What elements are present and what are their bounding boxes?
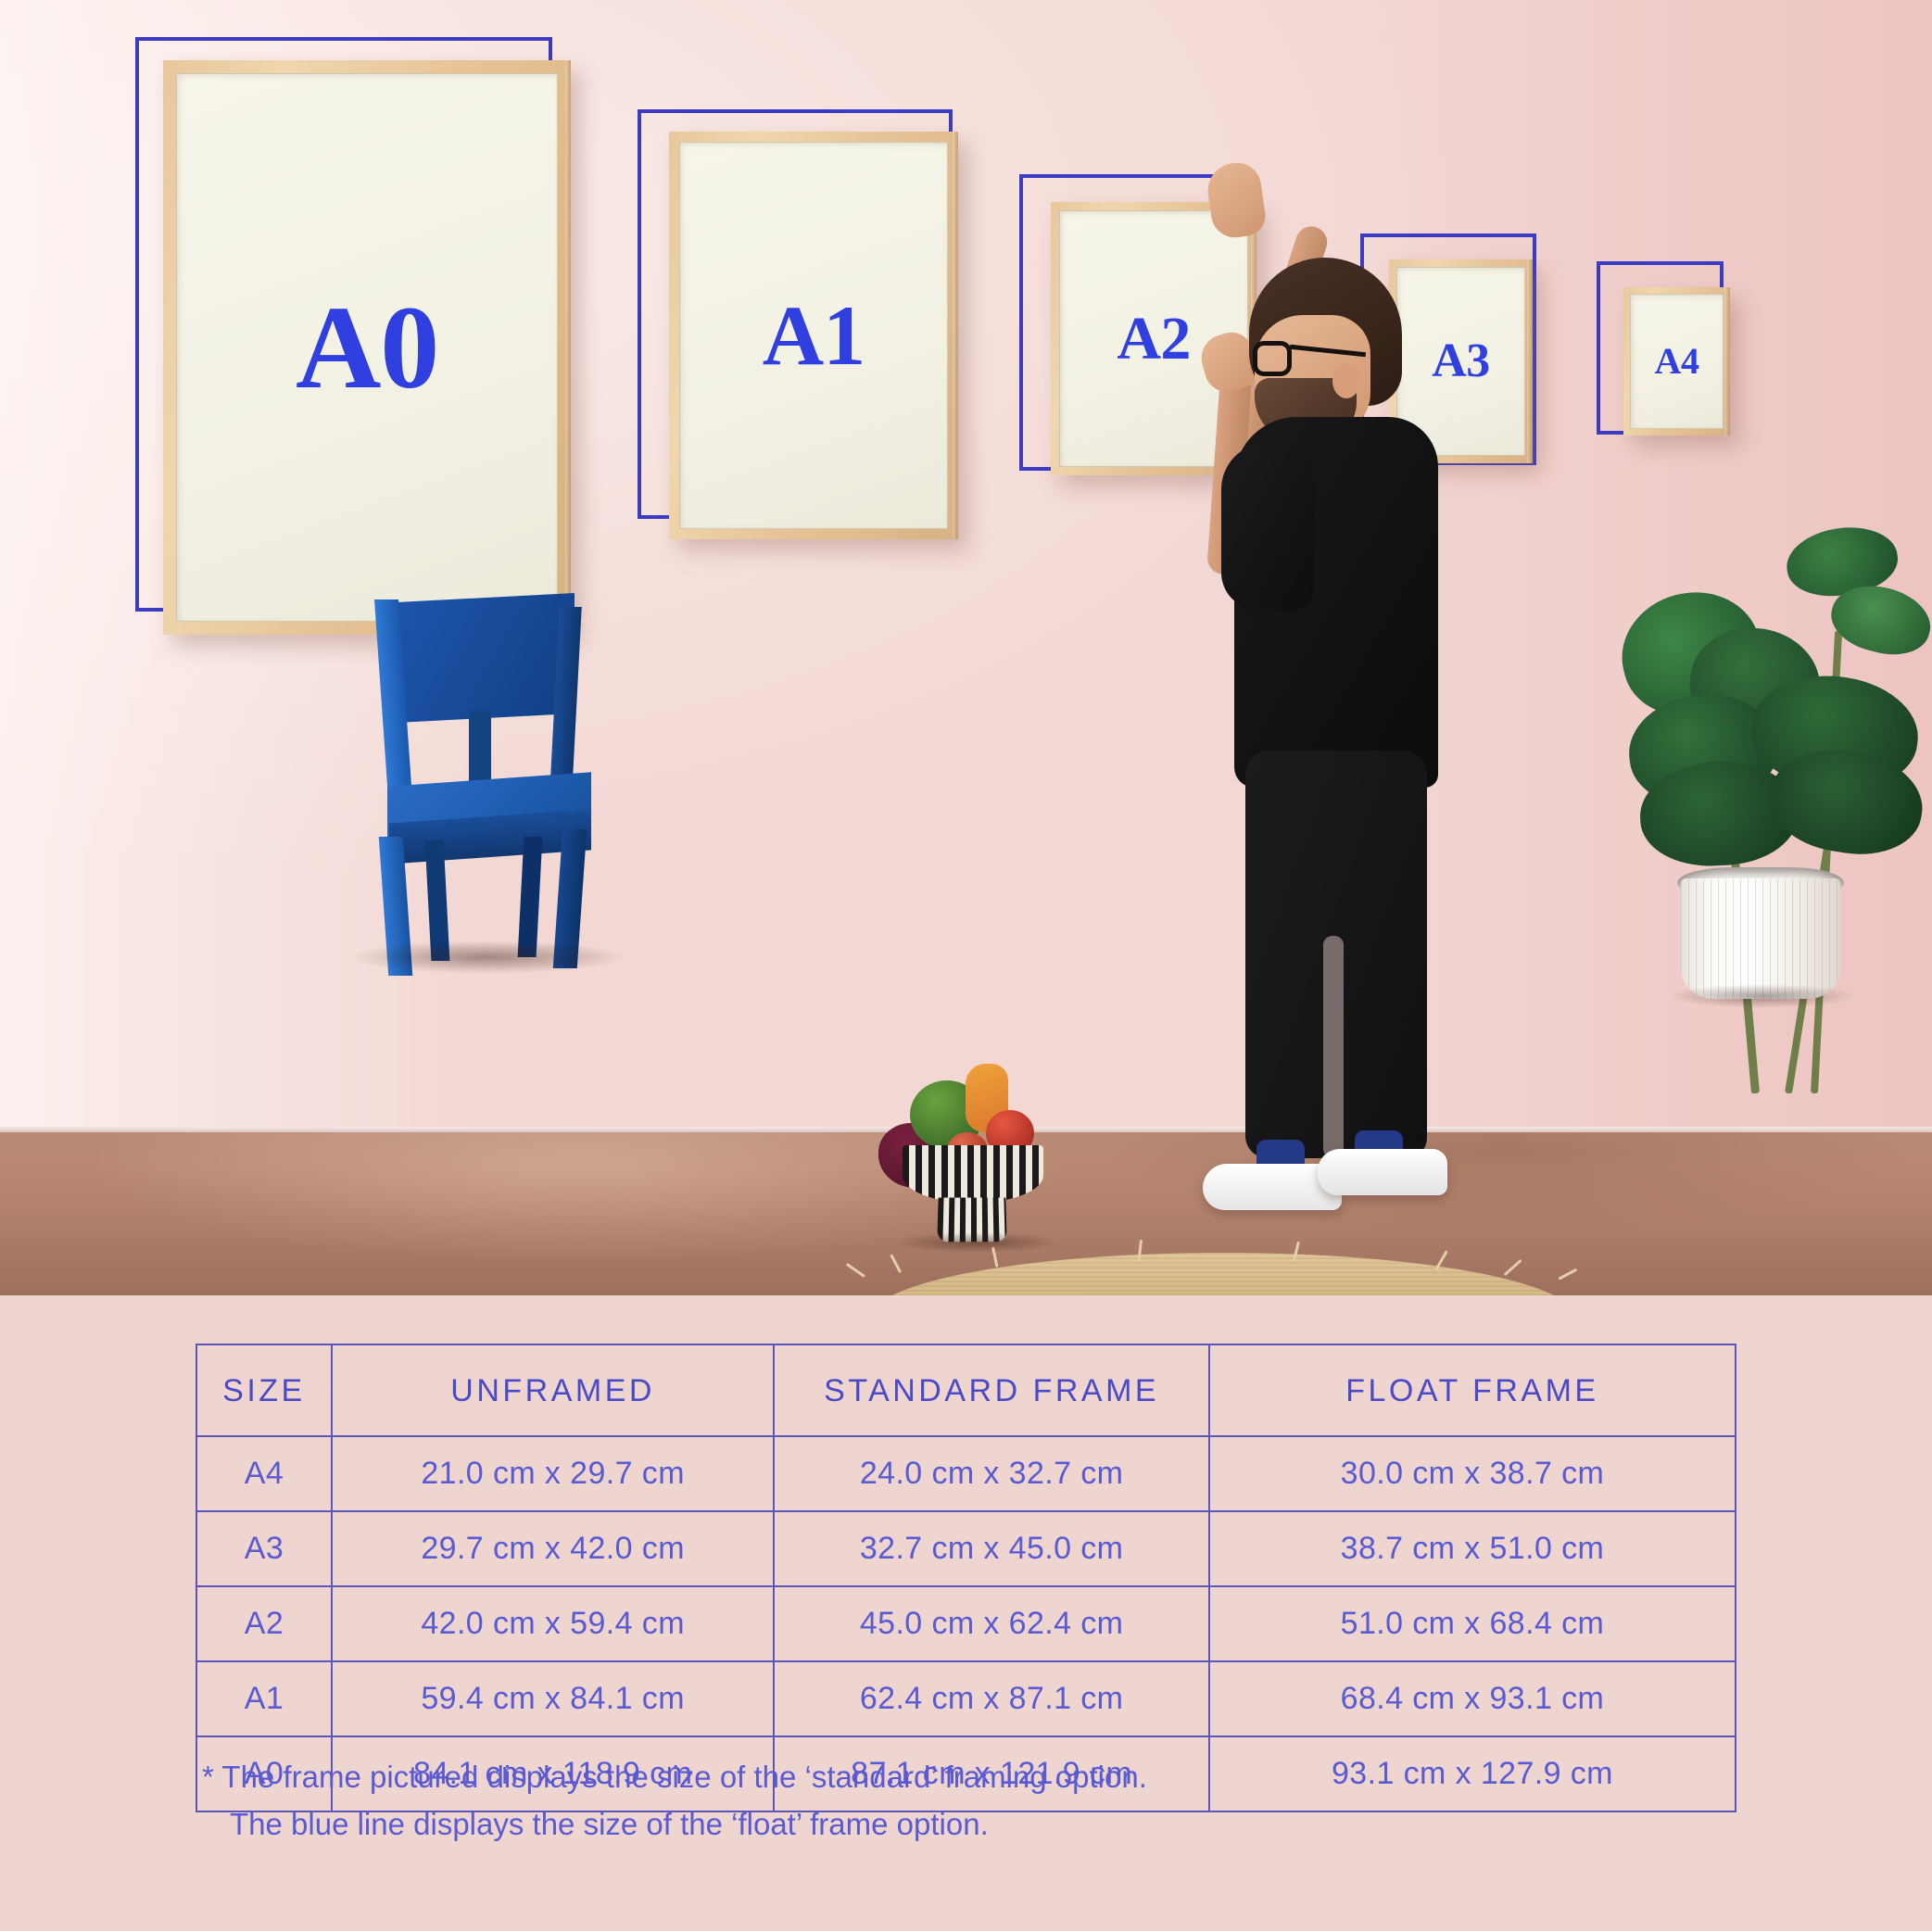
frame-a4-label: A4: [1654, 340, 1699, 382]
cell-standard: 32.7 cm x 45.0 cm: [773, 1510, 1210, 1587]
frame-a1-label: A1: [762, 288, 866, 383]
frame-a0[interactable]: A0: [163, 60, 571, 635]
person-shoulder: [1221, 443, 1314, 610]
rug-fringe: [890, 1254, 903, 1274]
cell-size: A2: [196, 1585, 333, 1662]
potted-plant: [1609, 519, 1932, 1167]
bowl-cup: [903, 1145, 1043, 1203]
frame-a0-label: A0: [296, 282, 439, 413]
cell-size: A1: [196, 1660, 333, 1737]
table-row: A2 42.0 cm x 59.4 cm 45.0 cm x 62.4 cm 5…: [196, 1585, 1737, 1662]
rug-fringe: [991, 1246, 999, 1268]
frame-a3[interactable]: A3: [1389, 259, 1533, 463]
footnote: * The frame pictured displays the size o…: [202, 1753, 1147, 1848]
fruit-bowl: [878, 1056, 1060, 1253]
table-header-row: SIZE UNFRAMED STANDARD FRAME FLOAT FRAME: [196, 1344, 1737, 1437]
rug-fringe-group: [845, 1239, 1578, 1281]
cell-size: A4: [196, 1435, 333, 1512]
footnote-line-2: The blue line displays the size of the ‘…: [230, 1807, 989, 1842]
size-chart-section: SIZE UNFRAMED STANDARD FRAME FLOAT FRAME…: [0, 1295, 1932, 1931]
footnote-line-1: * The frame pictured displays the size o…: [202, 1760, 1147, 1794]
cell-unframed: 21.0 cm x 29.7 cm: [330, 1435, 776, 1512]
rug-fringe: [1503, 1258, 1522, 1277]
column-header-float: FLOAT FRAME: [1207, 1344, 1737, 1437]
table-row: A3 29.7 cm x 42.0 cm 32.7 cm x 45.0 cm 3…: [196, 1510, 1737, 1587]
plant-pot: [1681, 878, 1840, 999]
column-header-unframed: UNFRAMED: [330, 1344, 776, 1437]
frame-a2-label: A2: [1117, 304, 1191, 372]
table-row: A0 84.1 cm x 118.9 cm 87.1 cm x 121.9 cm…: [196, 1735, 1737, 1812]
cell-unframed: 84.1 cm x 118.9 cm: [330, 1735, 776, 1812]
plant-pot-ribs: [1681, 878, 1840, 999]
person-trouser-gap: [1323, 936, 1344, 1158]
cell-unframed: 42.0 cm x 59.4 cm: [330, 1585, 776, 1662]
frame-a3-label: A3: [1432, 334, 1490, 387]
frame-a1[interactable]: A1: [669, 132, 958, 539]
person-shoe-right: [1318, 1149, 1447, 1195]
cell-standard: 62.4 cm x 87.1 cm: [773, 1660, 1210, 1737]
bowl-shadow: [893, 1232, 1060, 1253]
cell-float: 93.1 cm x 127.9 cm: [1207, 1735, 1737, 1812]
cell-float: 30.0 cm x 38.7 cm: [1207, 1435, 1737, 1512]
chair-shadow: [348, 940, 626, 974]
frame-a4[interactable]: A4: [1623, 287, 1730, 435]
cell-unframed: 59.4 cm x 84.1 cm: [330, 1660, 776, 1737]
cell-unframed: 29.7 cm x 42.0 cm: [330, 1510, 776, 1587]
cell-size: A3: [196, 1510, 333, 1587]
cell-standard: 24.0 cm x 32.7 cm: [773, 1435, 1210, 1512]
frame-a3-mat: A3: [1396, 267, 1525, 456]
cell-standard: 87.1 cm x 121.9 cm: [773, 1735, 1210, 1812]
cell-standard: 45.0 cm x 62.4 cm: [773, 1585, 1210, 1662]
person: [1195, 159, 1483, 1210]
table-row: A1 59.4 cm x 84.1 cm 62.4 cm x 87.1 cm 6…: [196, 1660, 1737, 1737]
cell-size: A0: [196, 1735, 333, 1812]
cell-float: 51.0 cm x 68.4 cm: [1207, 1585, 1737, 1662]
cell-float: 38.7 cm x 51.0 cm: [1207, 1510, 1737, 1587]
person-trousers: [1245, 751, 1427, 1158]
plant-pot-shadow: [1666, 984, 1857, 1008]
frame-a4-mat: A4: [1630, 294, 1724, 429]
frame-a1-mat: A1: [679, 142, 948, 529]
cell-float: 68.4 cm x 93.1 cm: [1207, 1660, 1737, 1737]
frame-a0-mat: A0: [176, 73, 558, 622]
person-ear: [1332, 363, 1360, 398]
column-header-size: SIZE: [196, 1344, 333, 1437]
blue-chair: [348, 592, 626, 978]
column-header-standard: STANDARD FRAME: [773, 1344, 1210, 1437]
size-table: SIZE UNFRAMED STANDARD FRAME FLOAT FRAME…: [196, 1344, 1737, 1812]
chair-backrest: [397, 592, 575, 724]
rug-fringe: [1434, 1250, 1448, 1271]
scene-photo: A0 A1 A2 A3 A4: [0, 0, 1932, 1297]
person-glasses-lens: [1253, 341, 1292, 376]
table-row: A4 21.0 cm x 29.7 cm 24.0 cm x 32.7 cm 3…: [196, 1435, 1737, 1512]
